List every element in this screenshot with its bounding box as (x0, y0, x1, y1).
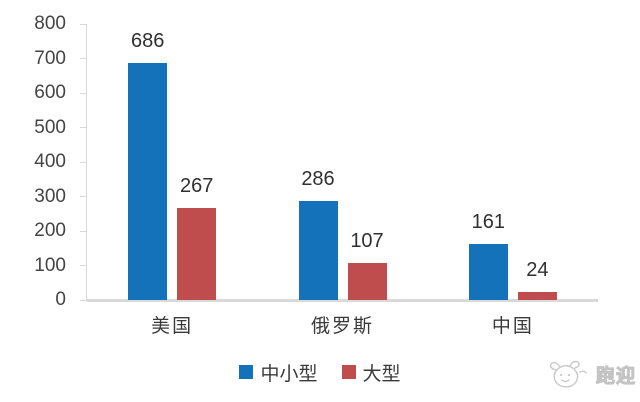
y-axis-tick-label: 200 (34, 220, 66, 241)
y-axis-tick-label: 700 (34, 47, 66, 69)
bar-大型-俄罗斯 (347, 263, 387, 300)
legend-label: 大型 (362, 363, 401, 385)
legend-label: 中小型 (260, 363, 318, 385)
y-axis-tick-label: 800 (34, 13, 66, 34)
watermark-text: 跑迎 (595, 365, 636, 387)
y-axis-tick-mark (80, 23, 87, 25)
watermark: 跑迎 (547, 358, 636, 390)
y-axis-tick-label: 400 (34, 151, 66, 172)
y-axis-tick-label: 300 (34, 185, 66, 207)
bar-value-label: 686 (130, 30, 165, 53)
y-axis-tick-label: 0 (55, 289, 66, 310)
y-axis-tick-mark (80, 299, 87, 301)
y-axis-tick-mark (80, 58, 87, 59)
doodle-animal-face-icon (549, 360, 587, 388)
y-axis-tick-label: 600 (34, 82, 66, 103)
y-axis-tick-mark (80, 161, 87, 163)
bar-大型-中国 (517, 291, 557, 300)
x-axis-category-label: 中国 (491, 316, 534, 337)
chart-legend: 中小型 大型 (0, 360, 640, 385)
legend-swatch (239, 365, 254, 379)
bar-中小型-中国 (468, 244, 508, 300)
bar-中小型-俄罗斯 (298, 201, 338, 300)
y-axis-tick-mark (80, 92, 87, 94)
bar-value-label: 286 (301, 168, 335, 191)
x-axis-line (87, 299, 598, 302)
y-axis-tick-mark (80, 196, 87, 197)
y-axis-tick-label: 500 (34, 116, 66, 138)
bar-value-label: 24 (526, 258, 549, 281)
bar-value-label: 267 (179, 174, 214, 197)
legend-item-中小型: 中小型 (239, 360, 318, 385)
legend-swatch (341, 365, 356, 379)
y-axis-tick-mark (80, 230, 87, 232)
y-axis-tick-mark (80, 127, 87, 128)
x-axis-category-label: 美国 (151, 316, 194, 337)
bar-大型-美国 (177, 207, 217, 300)
bar-value-label: 107 (350, 230, 384, 253)
legend-item-大型: 大型 (341, 360, 401, 385)
y-axis-tick-label: 100 (34, 254, 66, 276)
x-axis-category-label: 俄罗斯 (310, 316, 374, 337)
y-axis-tick-mark (80, 265, 87, 266)
bar-value-label: 161 (471, 211, 506, 234)
bar-中小型-美国 (128, 63, 168, 300)
